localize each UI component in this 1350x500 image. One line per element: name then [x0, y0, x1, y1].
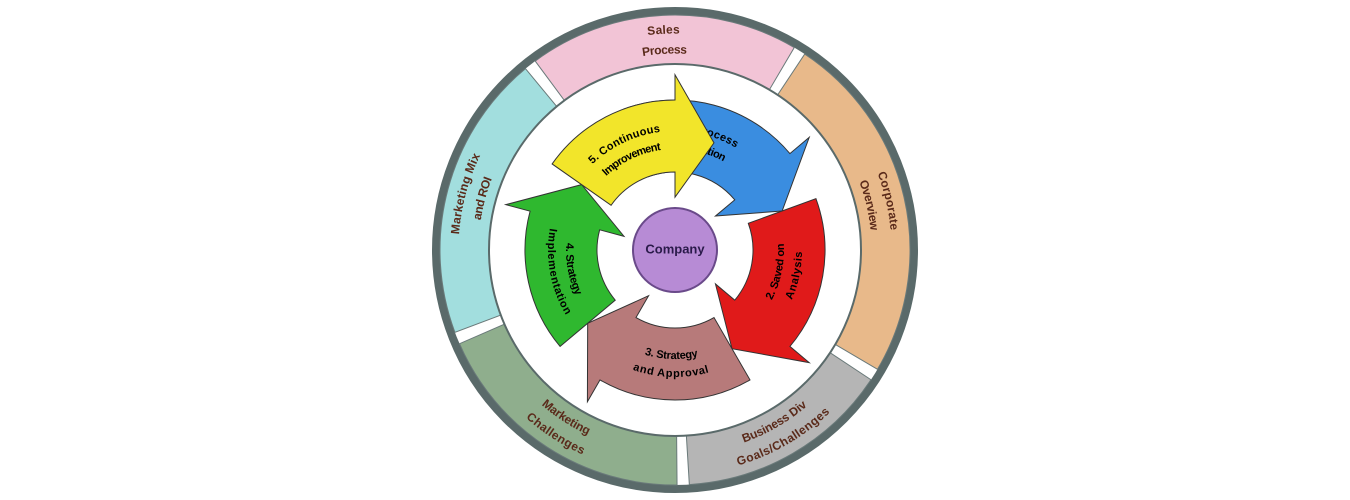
center-label: Company	[645, 241, 705, 256]
diagram-stage: { "diagram": { "type": "radial-cycle", "…	[0, 0, 1350, 500]
diagram-svg: CorporateOverviewBusiness DivGoals/Chall…	[0, 0, 1350, 500]
